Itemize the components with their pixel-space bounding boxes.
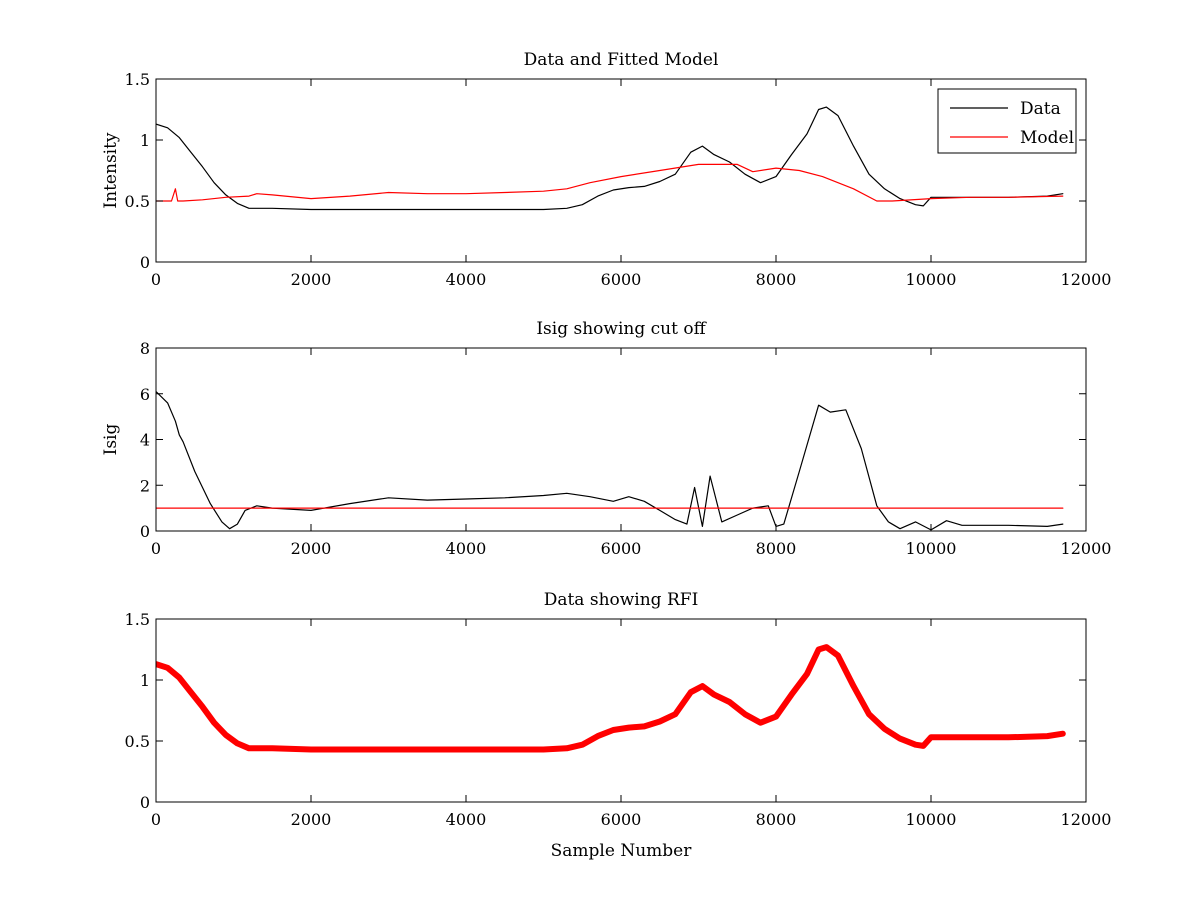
- x-tick-label: 0: [151, 810, 161, 829]
- x-tick-label: 2000: [291, 810, 332, 829]
- series-line-data: [156, 106, 1064, 211]
- axes-box: [155, 347, 1087, 532]
- series-line-1: [156, 644, 1066, 753]
- y-tick-label: 0.5: [125, 192, 150, 211]
- y-tick-label: 4: [140, 431, 150, 450]
- series-line-1: [156, 390, 1064, 531]
- x-tick-label: 10000: [906, 270, 957, 289]
- x-tick-label: 10000: [906, 539, 957, 558]
- legend-label-model: Model: [1020, 128, 1074, 148]
- x-tick-label: 6000: [601, 810, 642, 829]
- y-tick-label: 1: [140, 131, 150, 150]
- y-tick-label: 0.5: [125, 732, 150, 751]
- legend-box: [937, 88, 1077, 154]
- x-tick-label: 8000: [756, 539, 797, 558]
- x-axis-label: Sample Number: [551, 841, 693, 861]
- x-tick-label: 12000: [1061, 539, 1112, 558]
- y-tick-label: 1.5: [125, 70, 150, 89]
- y-tick-label: 2: [140, 476, 150, 495]
- x-tick-label: 12000: [1061, 810, 1112, 829]
- x-tick-label: 2000: [291, 270, 332, 289]
- series-line-model: [156, 163, 1064, 202]
- x-tick-label: 6000: [601, 270, 642, 289]
- y-tick-label: 0: [140, 793, 150, 812]
- y-tick-label: 6: [140, 385, 150, 404]
- x-tick-label: 4000: [446, 810, 487, 829]
- y-axis-label: Intensity: [101, 132, 121, 208]
- y-axis-label: Isig: [101, 424, 121, 456]
- x-tick-label: 12000: [1061, 270, 1112, 289]
- y-tick-label: 0: [140, 522, 150, 541]
- x-tick-label: 0: [151, 539, 161, 558]
- x-tick-label: 2000: [291, 539, 332, 558]
- legend: Data Model: [937, 88, 1077, 154]
- x-tick-label: 8000: [756, 810, 797, 829]
- y-tick-label: 1: [140, 671, 150, 690]
- x-tick-label: 10000: [906, 810, 957, 829]
- x-tick-label: 6000: [601, 539, 642, 558]
- subplot-title: Data and Fitted Model: [524, 50, 719, 70]
- subplot-2: 0 2000 4000 6000 8000 10000 12000 0 2 4 6 8 Isig sho…: [101, 319, 1111, 558]
- subplot-title: Isig showing cut off: [536, 319, 707, 339]
- legend-label-data: Data: [1020, 99, 1061, 119]
- y-tick-label: 8: [140, 339, 150, 358]
- y-tick-label: 0: [140, 253, 150, 272]
- x-tick-label: 8000: [756, 270, 797, 289]
- subplot-3: 0 2000 4000 6000 8000 10000 12000 0 0.5 1 1.5 Data …: [125, 590, 1112, 861]
- x-tick-label: 4000: [446, 270, 487, 289]
- subplot-1: 0 2000 4000 6000 8000 10000 12000 0 0.5 1 1.5 Data …: [101, 50, 1111, 289]
- y-tick-label: 1.5: [125, 610, 150, 629]
- x-tick-label: 0: [151, 270, 161, 289]
- x-tick-label: 4000: [446, 539, 487, 558]
- axes-box: [155, 618, 1087, 803]
- subplot-title: Data showing RFI: [544, 590, 699, 610]
